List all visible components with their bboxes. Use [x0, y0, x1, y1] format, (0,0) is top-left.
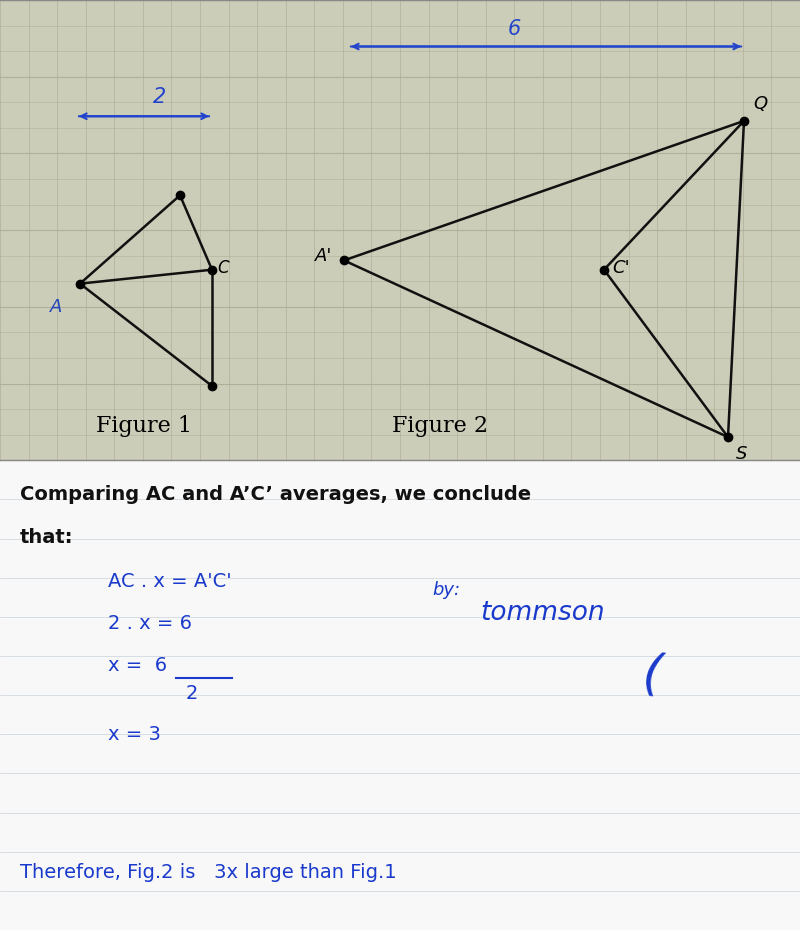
- Bar: [0, 460, 800, 930]
- Text: Comparing AC and A’C’ averages, we conclude: Comparing AC and A’C’ averages, we concl…: [20, 485, 531, 504]
- Text: A: A: [50, 298, 62, 315]
- Text: Therefore, Fig.2 is   3x large than Fig.1: Therefore, Fig.2 is 3x large than Fig.1: [20, 863, 397, 882]
- Text: Q: Q: [754, 96, 768, 113]
- Text: 2 . x = 6: 2 . x = 6: [108, 614, 192, 632]
- Text: C: C: [218, 259, 230, 277]
- Text: C': C': [612, 259, 630, 277]
- Text: 2: 2: [154, 86, 166, 107]
- Text: (: (: [640, 651, 664, 700]
- Text: that:: that:: [20, 528, 74, 547]
- Text: AC . x = A'C': AC . x = A'C': [108, 572, 232, 591]
- Text: Figure 1: Figure 1: [96, 415, 192, 437]
- Text: x = 3: x = 3: [108, 725, 161, 744]
- Text: A': A': [314, 246, 332, 265]
- Text: 6: 6: [507, 19, 521, 39]
- Text: Figure 2: Figure 2: [392, 415, 488, 437]
- Text: x =  6: x = 6: [108, 656, 167, 674]
- Text: S: S: [736, 445, 747, 462]
- Text: 2: 2: [186, 684, 198, 702]
- Text: tommson: tommson: [480, 600, 605, 626]
- Text: by:: by:: [432, 581, 460, 599]
- Bar: [0, 0, 800, 460]
